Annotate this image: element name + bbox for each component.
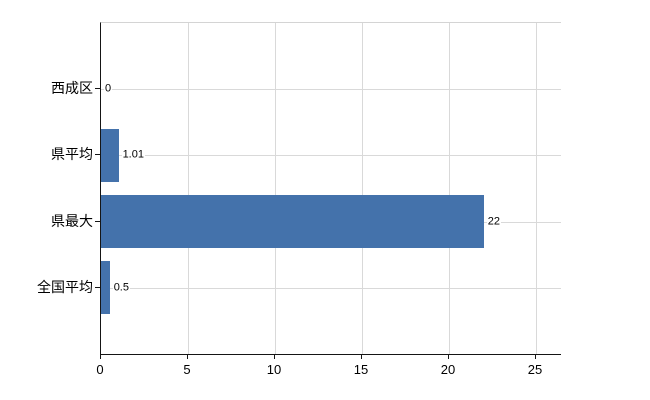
- h-gridline: [101, 155, 561, 157]
- x-axis-tick: [100, 354, 101, 359]
- x-axis-tick: [361, 354, 362, 359]
- x-axis-tick: [187, 354, 188, 359]
- x-axis-tick: [448, 354, 449, 359]
- bar-value-label: 0: [104, 82, 113, 96]
- x-axis-tick-label: 5: [183, 362, 191, 377]
- category-label: 県平均: [51, 146, 93, 163]
- x-axis-tick: [274, 354, 275, 359]
- x-axis-tick-label: 10: [266, 362, 282, 377]
- bar: [101, 261, 110, 315]
- y-axis-tick: [95, 154, 100, 156]
- h-gridline: [101, 89, 561, 91]
- plot-area: 0 1.01 22 0.5: [100, 22, 561, 355]
- y-axis-tick: [95, 220, 100, 222]
- bar: [101, 128, 119, 182]
- category-label: 西成区: [51, 80, 93, 97]
- bar-value-label: 0.5: [112, 281, 130, 295]
- v-gridline: [188, 23, 189, 354]
- x-axis-tick-label: 25: [527, 362, 543, 377]
- y-axis-tick: [95, 286, 100, 288]
- v-gridline: [362, 23, 363, 354]
- x-axis-tick-label: 15: [353, 362, 369, 377]
- v-gridline: [275, 23, 276, 354]
- bar-value-label: 22: [486, 215, 502, 229]
- bar-value-label: 1.01: [121, 148, 145, 162]
- x-axis-tick: [535, 354, 536, 359]
- category-label: 全国平均: [37, 278, 93, 295]
- x-axis-tick-label: 0: [96, 362, 104, 377]
- category-label: 県最大: [51, 212, 93, 229]
- bar: [101, 195, 484, 249]
- x-axis-tick-label: 20: [440, 362, 456, 377]
- h-gridline: [101, 287, 561, 289]
- v-gridline: [449, 23, 450, 354]
- v-gridline: [536, 23, 537, 354]
- y-axis-tick: [95, 88, 100, 90]
